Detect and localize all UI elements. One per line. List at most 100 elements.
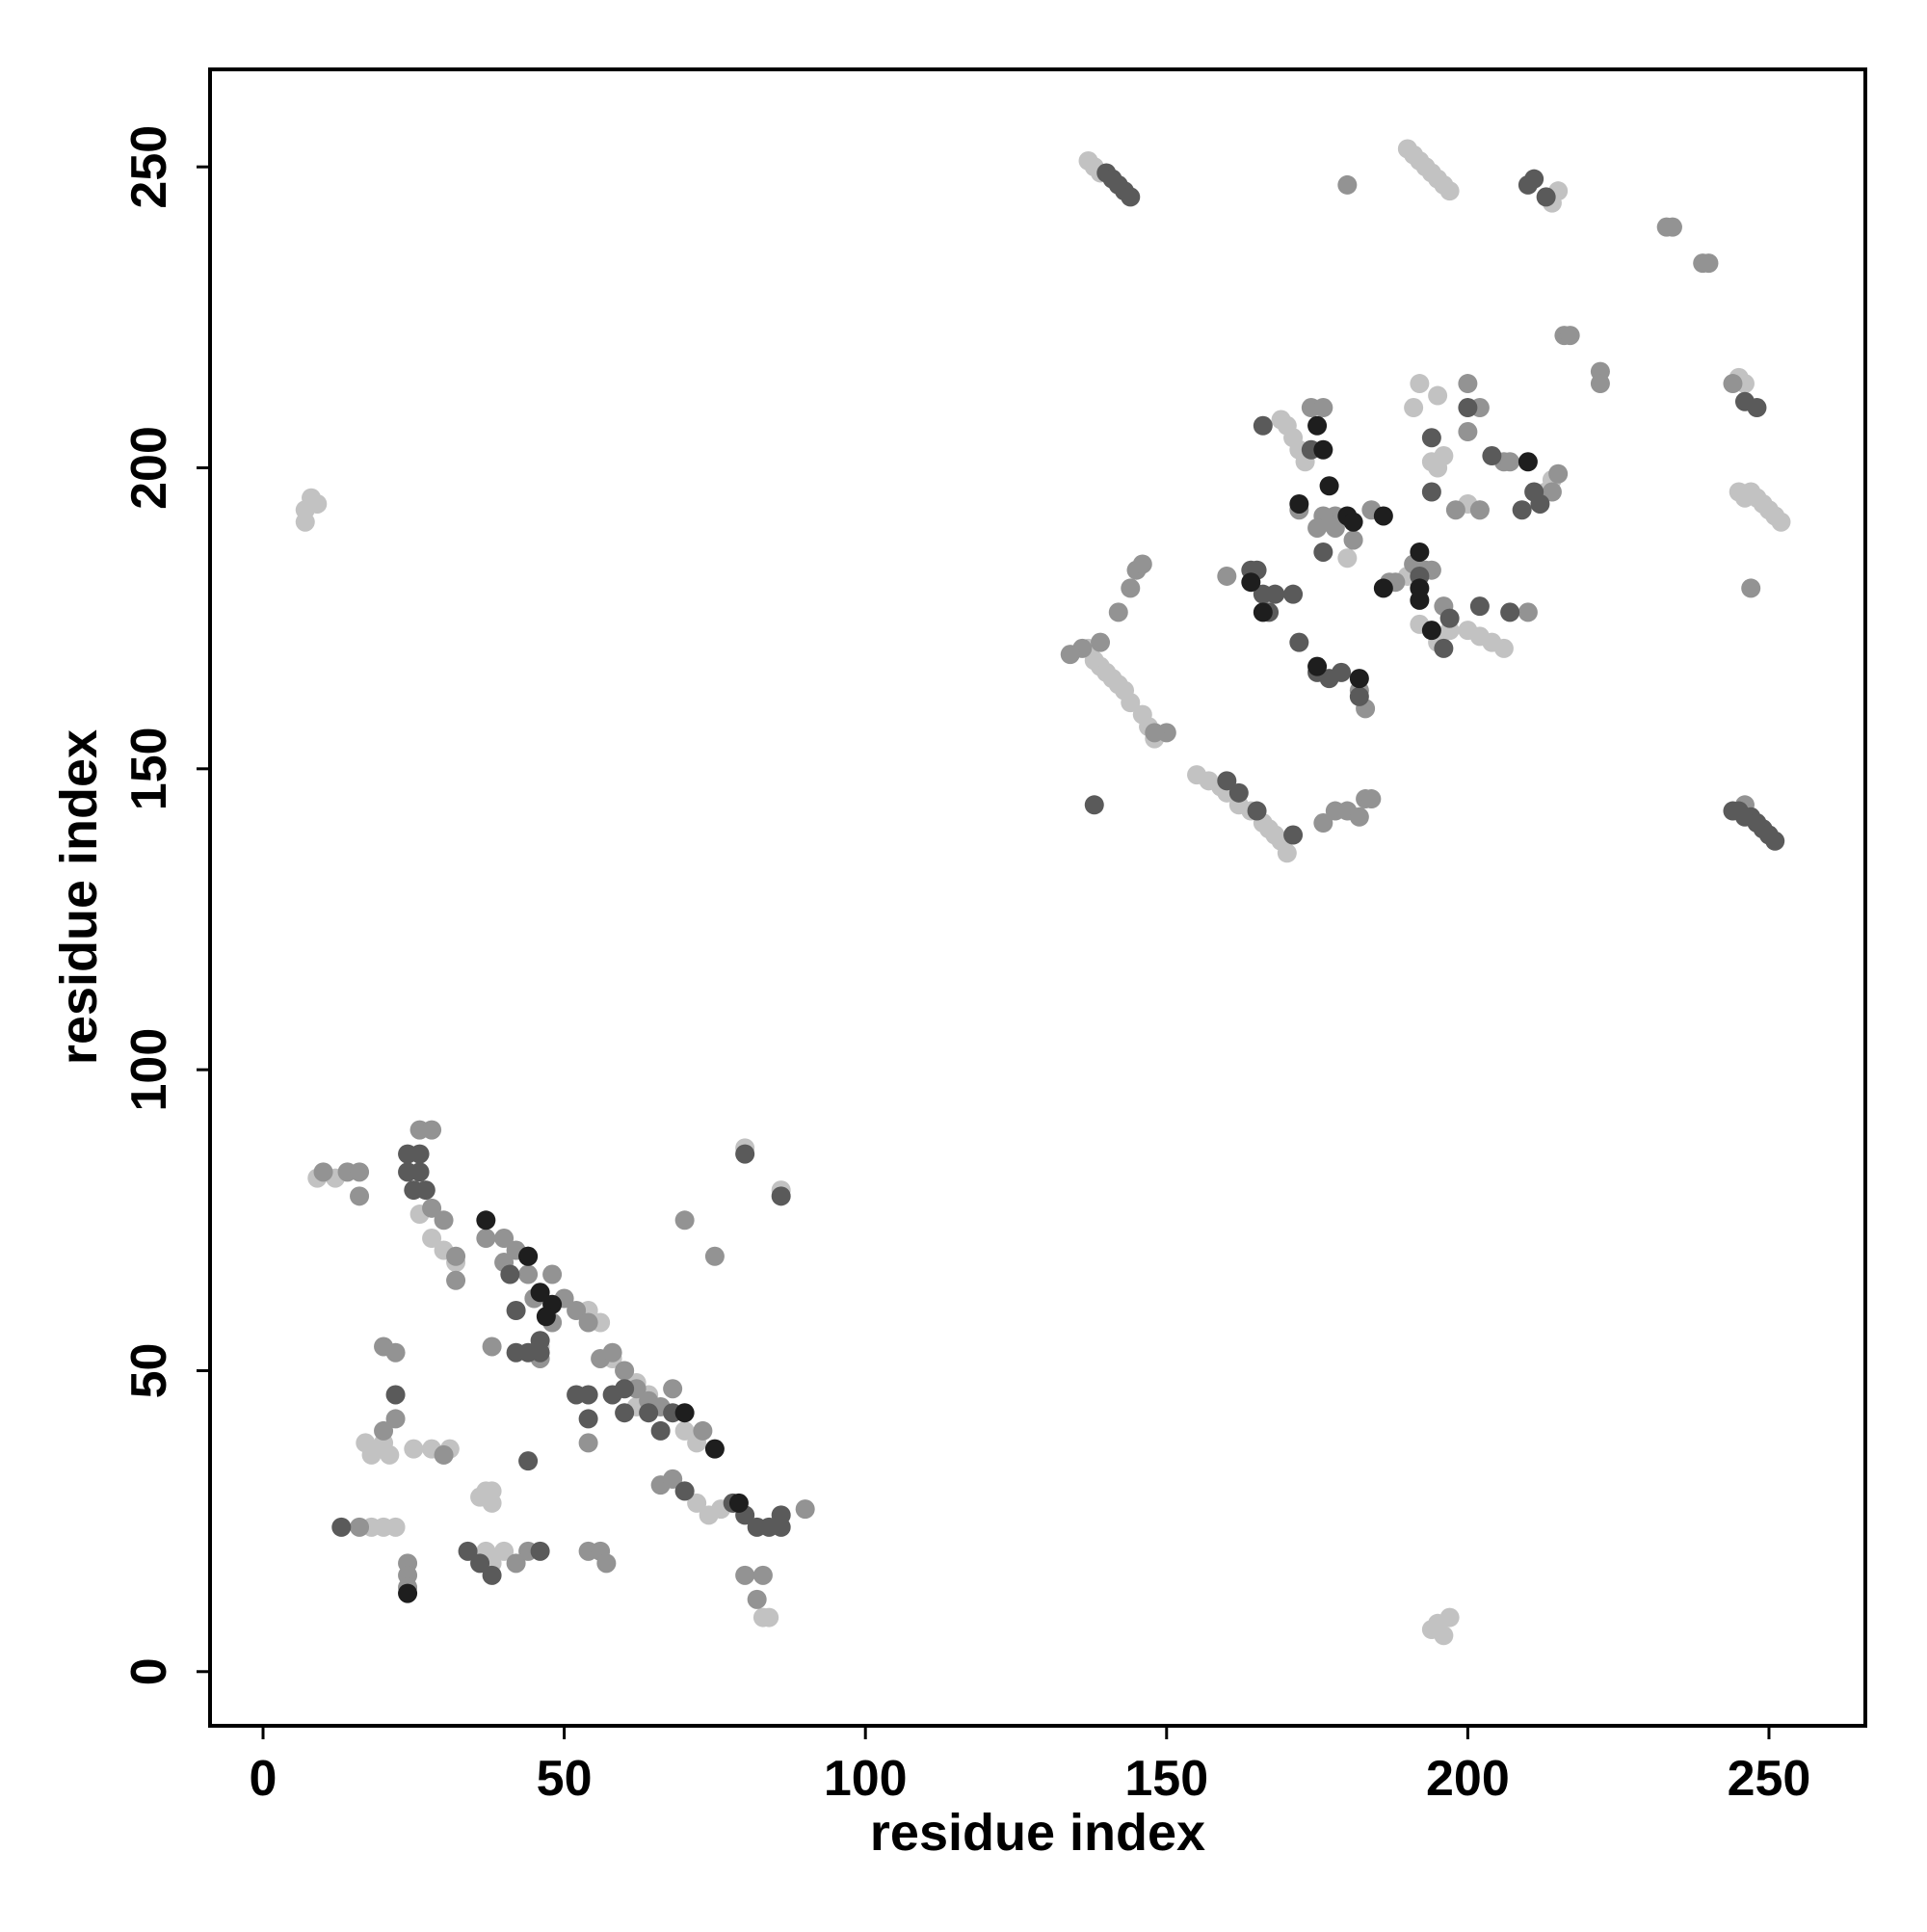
point (350, 1517, 370, 1537)
point (350, 1186, 370, 1206)
point (663, 1379, 683, 1399)
y-tick-label: 100 (121, 1028, 177, 1112)
point (728, 1493, 749, 1513)
point (1132, 554, 1152, 574)
point (795, 1499, 815, 1520)
point (1518, 602, 1538, 622)
point (759, 1607, 779, 1628)
point (530, 1342, 550, 1363)
point (331, 1517, 352, 1537)
point (415, 1180, 436, 1201)
point (1536, 187, 1556, 207)
point (506, 1553, 526, 1574)
point (1421, 482, 1441, 502)
point (458, 1541, 478, 1561)
point (1277, 843, 1297, 863)
point (361, 1444, 382, 1465)
point (518, 1451, 539, 1471)
point (1410, 542, 1430, 562)
point (500, 1264, 520, 1284)
point (1325, 517, 1345, 538)
point (1439, 608, 1460, 628)
point (567, 1301, 587, 1321)
point (422, 1120, 442, 1140)
point (1548, 463, 1569, 484)
point (307, 493, 328, 514)
point (482, 1337, 502, 1357)
y-tick-label: 50 (121, 1343, 177, 1399)
point (374, 1420, 394, 1441)
point (1524, 169, 1544, 189)
y-tick-label: 200 (121, 426, 177, 510)
x-tick-label: 150 (1124, 1751, 1208, 1807)
point (735, 1144, 755, 1164)
point (385, 1517, 406, 1537)
y-tick-label: 150 (121, 727, 177, 810)
x-axis-label: residue index (870, 1804, 1205, 1862)
point (1332, 662, 1352, 682)
point (1313, 813, 1333, 834)
y-tick-label: 0 (121, 1657, 177, 1685)
point (578, 1409, 598, 1429)
point (1307, 517, 1328, 538)
point (674, 1420, 695, 1441)
point (578, 1433, 598, 1453)
point (1060, 645, 1080, 665)
point (1283, 825, 1304, 845)
point (385, 1409, 406, 1429)
point (1493, 638, 1514, 658)
point (1434, 1626, 1454, 1646)
point (752, 1565, 773, 1585)
point (1500, 452, 1520, 472)
point (687, 1493, 707, 1513)
point (1313, 439, 1333, 460)
point (1404, 398, 1424, 418)
point (1560, 326, 1580, 346)
point (1217, 566, 1237, 586)
point (1518, 452, 1538, 472)
point (674, 1481, 695, 1501)
point (674, 1403, 695, 1423)
point (1542, 482, 1562, 502)
point (350, 1162, 370, 1182)
point (1469, 596, 1490, 617)
y-tick-label: 250 (121, 125, 177, 209)
point (615, 1361, 635, 1381)
point (771, 1186, 791, 1206)
point (1349, 686, 1369, 706)
point (476, 1229, 496, 1249)
point (1421, 621, 1441, 641)
x-tick-label: 100 (824, 1751, 908, 1807)
point (494, 1541, 515, 1561)
point (1458, 398, 1478, 418)
point (1428, 385, 1448, 406)
point (1313, 398, 1333, 418)
point (398, 1583, 418, 1603)
point (476, 1210, 496, 1231)
point (1349, 669, 1369, 689)
point (1319, 476, 1339, 496)
point (1289, 632, 1309, 652)
point (639, 1403, 659, 1423)
point (1241, 572, 1261, 593)
point (1373, 578, 1393, 598)
point (1307, 415, 1328, 436)
point (1265, 584, 1285, 604)
point (1228, 782, 1249, 803)
point (1458, 374, 1478, 394)
point (1741, 578, 1761, 598)
x-tick-label: 250 (1728, 1751, 1811, 1807)
point (482, 1481, 502, 1501)
point (1343, 530, 1363, 550)
point (530, 1541, 550, 1561)
point (1482, 446, 1502, 466)
point (1253, 415, 1273, 436)
point (1084, 795, 1104, 815)
point (446, 1270, 466, 1290)
point (615, 1403, 635, 1423)
point (1289, 493, 1309, 514)
x-tick-label: 200 (1426, 1751, 1510, 1807)
point (1247, 801, 1267, 821)
point (482, 1565, 502, 1585)
